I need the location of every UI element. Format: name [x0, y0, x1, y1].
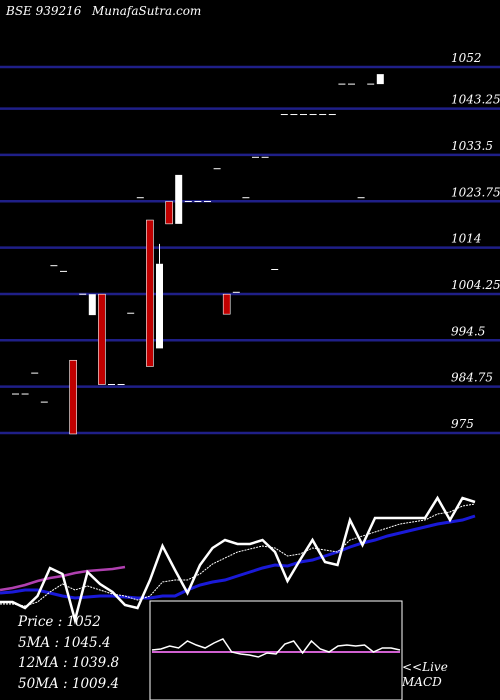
- candle-body: [175, 174, 183, 224]
- y-tick-label: 1043.25: [451, 93, 500, 107]
- stat-5ma: 5MA : 1045.4: [18, 634, 111, 651]
- stats-box: Price : 1052 5MA : 1045.4 12MA : 1039.8 …: [18, 612, 119, 694]
- macd-panel: [149, 600, 403, 700]
- y-tick-label: 1033.5: [451, 139, 493, 153]
- y-tick-label: 1014: [451, 232, 482, 246]
- stat-12ma: 12MA : 1039.8: [18, 655, 120, 671]
- candle-body: [146, 219, 154, 367]
- candle-body: [165, 201, 173, 225]
- y-tick-label: 975: [451, 417, 474, 431]
- price-line: [0, 495, 476, 625]
- ma12-line: [0, 514, 476, 600]
- y-tick-label: 984.75: [451, 371, 493, 385]
- candle-body: [222, 293, 231, 315]
- ma5-line: [0, 503, 476, 607]
- live-label: <<Live: [402, 660, 448, 674]
- stat-price: Price : 1052: [18, 614, 101, 630]
- y-tick-label: 1004.25: [451, 278, 500, 292]
- macd-line: [151, 638, 401, 658]
- macd-label: MACD: [402, 675, 442, 689]
- stat-50ma: 50MA : 1009.4: [18, 675, 120, 692]
- candle-body: [156, 263, 163, 349]
- y-tick-label: 994.5: [451, 324, 485, 338]
- candle-body: [98, 293, 106, 385]
- candle-body: [88, 294, 96, 316]
- chart-symbol: BSE 939216: [6, 4, 82, 18]
- brand-name: MunafaSutra.com: [92, 4, 202, 18]
- live-macd-label: <<Live MACD: [402, 660, 448, 690]
- candle-body: [69, 359, 77, 435]
- y-tick-label: 1052: [451, 51, 482, 65]
- candle-body: [376, 74, 384, 85]
- y-tick-label: 1023.75: [451, 185, 500, 199]
